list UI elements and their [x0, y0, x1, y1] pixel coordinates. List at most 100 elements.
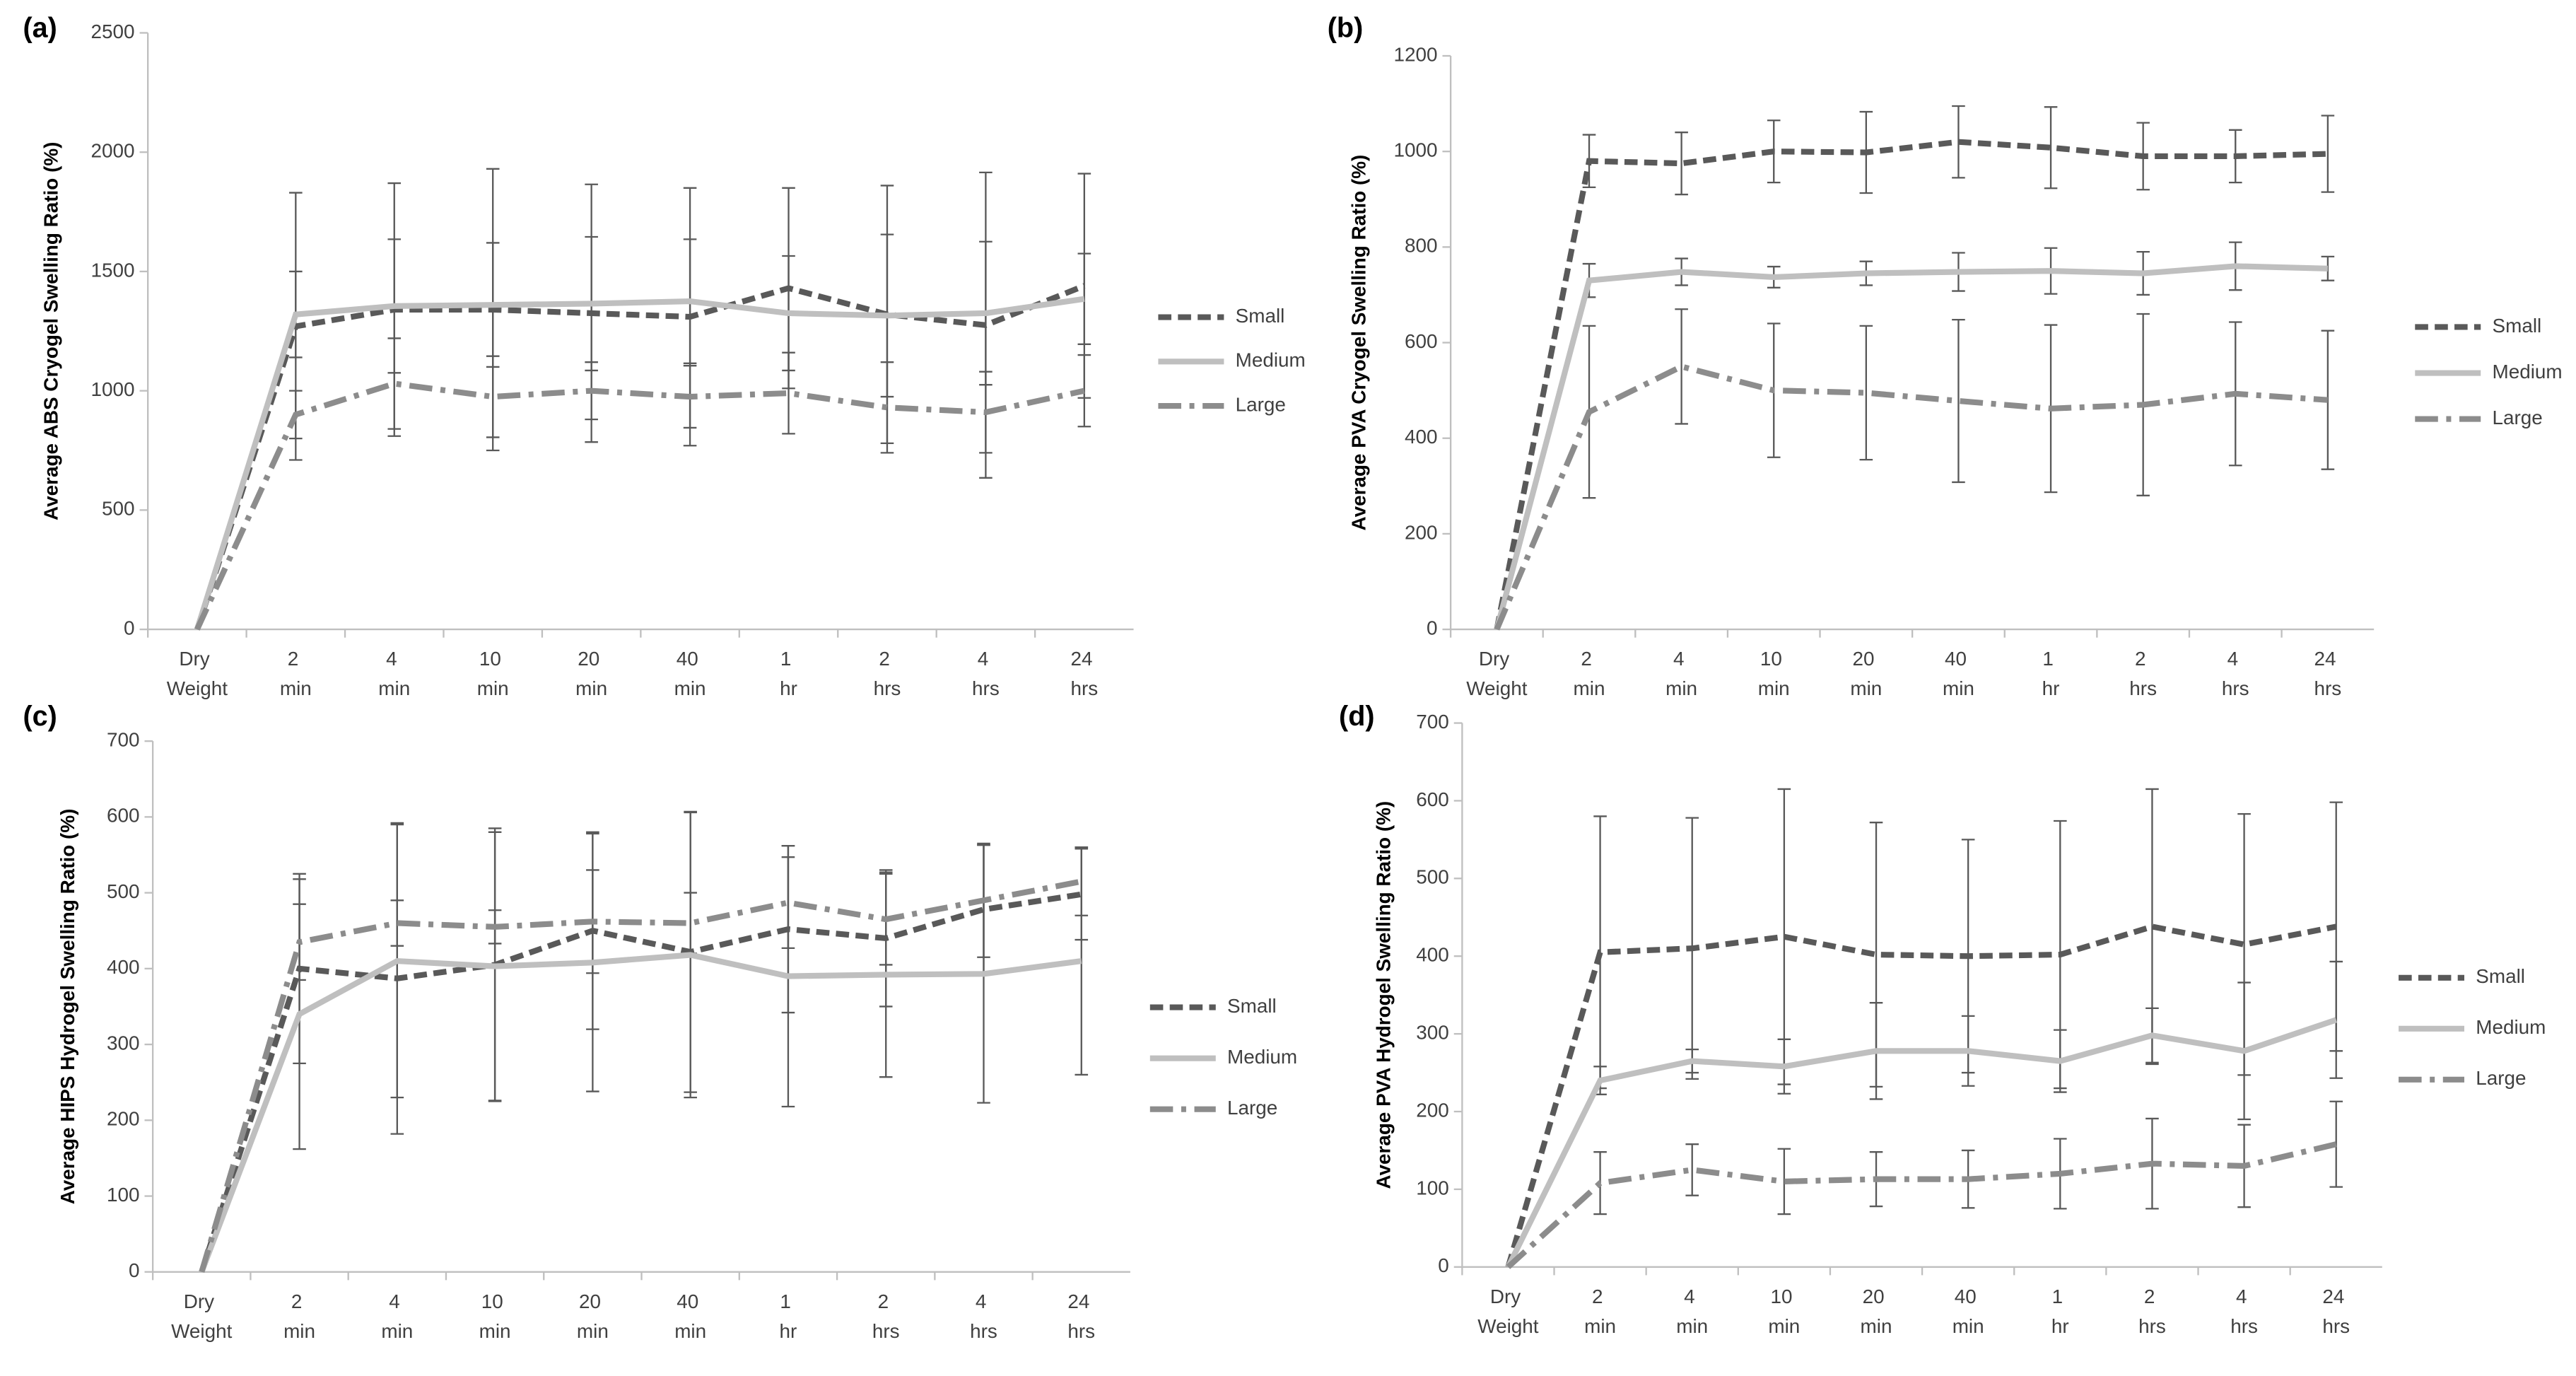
x-tick-label: 4 min — [381, 1290, 413, 1342]
x-tick-label: 2 hrs — [2138, 1285, 2166, 1337]
y-tick-label: 1000 — [91, 378, 135, 400]
legend-label: Large — [1227, 1097, 1277, 1119]
y-tick-label: 2000 — [91, 140, 135, 162]
x-tick-label: 40 min — [1943, 648, 1974, 700]
y-tick-label: 500 — [102, 498, 135, 520]
x-tick-label: 24 hrs — [2314, 648, 2341, 700]
x-tick-label: 20 min — [577, 1290, 609, 1342]
x-tick-label: 24 hrs — [1067, 1290, 1095, 1342]
x-tick-label: 40 min — [1953, 1285, 1984, 1337]
y-tick-label: 400 — [1416, 944, 1449, 966]
y-tick-label: 100 — [1416, 1177, 1449, 1199]
x-tick-label: 2 min — [280, 648, 312, 700]
x-tick-label: 2 min — [1574, 648, 1605, 700]
x-tick-label: 10 min — [477, 648, 509, 700]
x-tick-label: 24 hrs — [1070, 648, 1098, 700]
x-tick-label: Dry Weight — [167, 648, 228, 700]
y-axis-title: Average ABS Cryogel Swelling Ratio (%) — [40, 142, 62, 520]
y-tick-label: 200 — [107, 1108, 140, 1130]
legend-label: Large — [2493, 407, 2543, 428]
y-tick-label: 1200 — [1393, 43, 1437, 65]
legend-label: Medium — [1227, 1046, 1297, 1068]
x-tick-label: 4 hrs — [2230, 1285, 2258, 1337]
legend-label: Medium — [2476, 1016, 2546, 1038]
x-tick-label: 2 hrs — [874, 648, 901, 700]
panel-label: (c) — [23, 701, 57, 732]
y-tick-label: 600 — [1416, 788, 1449, 810]
legend-label: Large — [2476, 1067, 2526, 1089]
series-line — [1494, 363, 2329, 631]
legend-label: Small — [2493, 315, 2542, 337]
y-tick-label: 500 — [1416, 866, 1449, 888]
series-line — [1506, 1141, 2337, 1269]
y-tick-label: 500 — [107, 880, 140, 902]
x-tick-label: 4 min — [1665, 648, 1697, 700]
x-tick-label: 2 hrs — [2129, 648, 2157, 700]
legend-label: Large — [1236, 393, 1286, 415]
x-tick-label: 2 min — [283, 1290, 315, 1342]
y-tick-label: 2500 — [91, 21, 135, 42]
legend-label: Small — [2476, 965, 2525, 987]
x-tick-label: Dry Weight — [1477, 1285, 1539, 1337]
series-line — [1505, 923, 2337, 1268]
y-tick-label: 800 — [1405, 235, 1438, 257]
x-tick-label: Dry Weight — [1466, 648, 1528, 700]
series-line — [194, 296, 1085, 631]
x-tick-label: 20 min — [575, 648, 607, 700]
y-tick-label: 100 — [107, 1184, 140, 1206]
y-tick-label: 0 — [124, 617, 135, 639]
series-line — [199, 891, 1082, 1273]
x-tick-label: 4 min — [378, 648, 410, 700]
x-tick-label: 40 min — [674, 648, 706, 700]
x-tick-label: 1 hr — [780, 648, 797, 700]
x-tick-label: 4 min — [1676, 1285, 1708, 1337]
y-tick-label: 0 — [1438, 1254, 1449, 1276]
y-tick-label: 200 — [1416, 1099, 1449, 1121]
x-tick-label: 4 hrs — [970, 1290, 997, 1342]
y-tick-label: 700 — [107, 728, 140, 750]
y-axis-title: Average PVA Cryogel Swelling Ratio (%) — [1348, 155, 1370, 531]
y-tick-label: 600 — [1405, 330, 1438, 352]
series-line — [1505, 1017, 2338, 1269]
y-tick-label: 400 — [1405, 426, 1438, 448]
panel-label: (d) — [1339, 701, 1374, 732]
x-tick-label: 1 hr — [780, 1290, 797, 1342]
y-tick-label: 600 — [107, 805, 140, 827]
series-line — [199, 878, 1082, 1273]
x-tick-label: 40 min — [674, 1290, 706, 1342]
y-tick-label: 400 — [107, 956, 140, 978]
y-tick-label: 0 — [129, 1259, 140, 1281]
x-tick-label: 1 hr — [2051, 1285, 2069, 1337]
y-tick-label: 1500 — [91, 259, 135, 281]
y-axis-title: Average HIPS Hydrogel Swelling Ratio (%) — [57, 809, 78, 1205]
x-tick-label: 24 hrs — [2322, 1285, 2350, 1337]
panel-label: (b) — [1328, 12, 1363, 43]
x-tick-label: 10 min — [479, 1290, 511, 1342]
legend-label: Medium — [2493, 361, 2563, 383]
series-line — [199, 952, 1082, 1273]
x-tick-label: 4 hrs — [2222, 648, 2249, 700]
y-tick-label: 1000 — [1393, 139, 1437, 161]
y-tick-label: 0 — [1427, 617, 1438, 639]
series-line — [194, 380, 1085, 631]
x-tick-label: 20 min — [1850, 648, 1882, 700]
y-tick-label: 200 — [1405, 521, 1438, 543]
x-tick-label: 10 min — [1758, 648, 1790, 700]
x-tick-label: Dry Weight — [171, 1290, 233, 1342]
y-axis-title: Average PVA Hydrogel Swelling Ratio (%) — [1372, 801, 1394, 1189]
series-line — [1494, 263, 2328, 631]
y-tick-label: 300 — [1416, 1021, 1449, 1043]
y-tick-label: 300 — [107, 1032, 140, 1054]
series-line — [194, 283, 1086, 631]
y-tick-label: 700 — [1416, 711, 1449, 733]
series-line — [1494, 139, 2328, 630]
x-tick-label: 20 min — [1861, 1285, 1892, 1337]
figure-body: (a) Average ABS Cryogel Swelling Ratio (%… — [23, 12, 2563, 1342]
x-tick-label: 4 hrs — [972, 648, 1000, 700]
legend-label: Medium — [1236, 349, 1306, 371]
panel-label: (a) — [23, 12, 57, 43]
x-tick-label: 10 min — [1768, 1285, 1800, 1337]
x-tick-label: 1 hr — [2042, 648, 2060, 700]
